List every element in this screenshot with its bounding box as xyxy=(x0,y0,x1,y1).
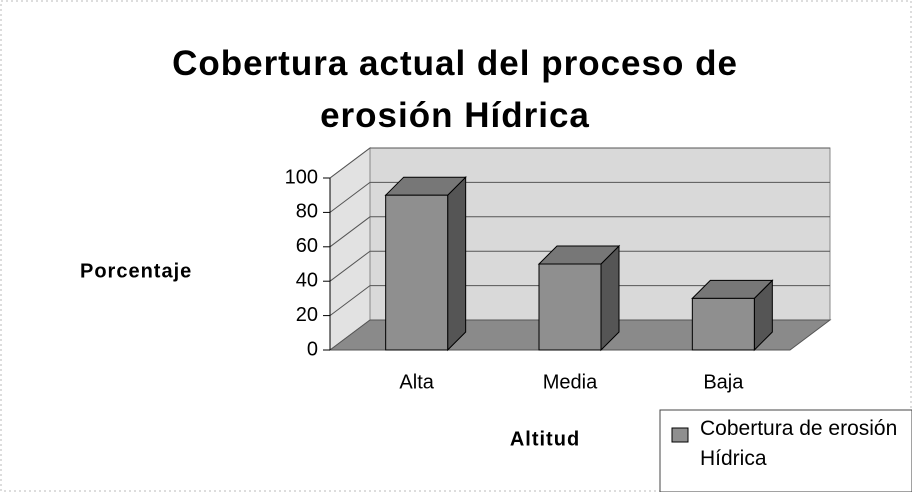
grid-line xyxy=(329,181,830,213)
legend-swatch xyxy=(671,427,689,443)
x-tick-label: Alta xyxy=(399,371,434,393)
y-tick-label: 40 xyxy=(296,269,318,291)
bar xyxy=(538,263,602,351)
y-tick-label: 100 xyxy=(285,166,318,188)
chart-title: Cobertura actual del proceso de erosión … xyxy=(172,44,738,135)
y-tick-label: 60 xyxy=(296,235,318,257)
y-tick-label: 20 xyxy=(296,304,318,326)
legend-box xyxy=(659,409,912,492)
y-axis-label: Porcentaje xyxy=(80,260,192,282)
bar xyxy=(385,194,449,351)
grid-line xyxy=(329,285,830,317)
bar xyxy=(691,297,755,351)
x-tick-label: Media xyxy=(543,371,598,393)
bar-side xyxy=(447,175,467,352)
legend-label: Cobertura de erosión Hídrica xyxy=(700,417,898,470)
side-wall xyxy=(329,147,371,351)
grid-line xyxy=(329,216,830,248)
x-axis-label: Altitud xyxy=(510,428,580,450)
y-tick-label: 80 xyxy=(296,201,318,223)
legend-entry: Cobertura de erosión Hídrica xyxy=(700,417,898,470)
x-tick-label: Baja xyxy=(703,371,744,393)
grid-line xyxy=(329,250,830,282)
grid-line xyxy=(329,147,830,179)
y-tick-label: 0 xyxy=(307,338,318,360)
